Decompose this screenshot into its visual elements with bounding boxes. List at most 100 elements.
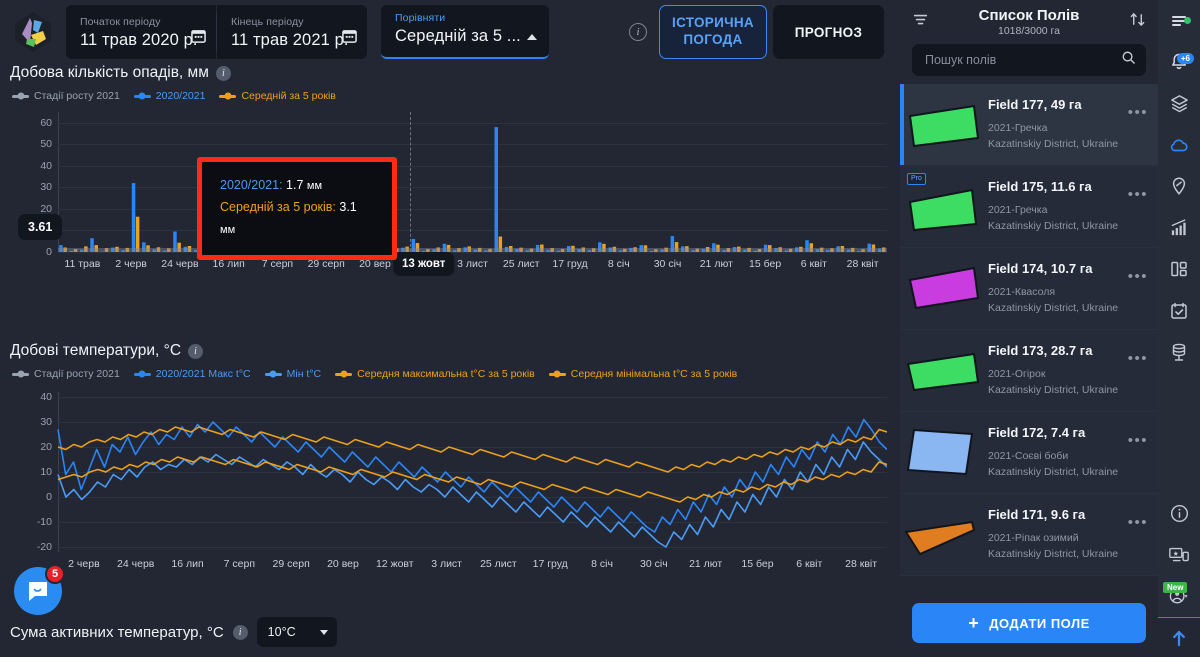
layers-icon[interactable] <box>1158 83 1200 124</box>
compare-value-row: Середній за 5 ... <box>395 27 537 46</box>
forecast-tab[interactable]: ПРОГНОЗ <box>773 5 884 59</box>
field-list-item[interactable]: Field 177, 49 га 2021-Гречка Kazatinskiy D… <box>900 84 1158 166</box>
field-list-item[interactable]: Field 171, 9.6 га 2021-Ріпак озимий Kazati… <box>900 494 1158 576</box>
gridline <box>58 208 887 210</box>
x-axis-tick: 12 жовт <box>375 558 414 570</box>
x-axis-tick: 15 бер <box>741 558 774 570</box>
precipitation-bars <box>58 127 887 252</box>
field-list-item[interactable]: Field 174, 10.7 га 2021-Квасоля Kazatinski… <box>900 248 1158 330</box>
gridline <box>58 144 887 146</box>
field-info: Field 177, 49 га 2021-Гречка Kazatinskiy D… <box>988 97 1124 151</box>
top-toolbar: Початок періоду 11 трав 2020 р. Кінець п… <box>0 0 900 64</box>
cloud-icon[interactable] <box>1158 124 1200 165</box>
bell-icon[interactable]: +6 <box>1158 41 1200 82</box>
top-actions: i ІСТОРИЧНА ПОГОДА ПРОГНОЗ <box>629 5 890 59</box>
precipitation-title: Добова кількість опадів, мм <box>10 64 209 81</box>
y-axis-tick: 0 <box>46 246 52 258</box>
legend-item[interactable]: Мін t°C <box>264 368 321 380</box>
dashboard-icon[interactable] <box>1158 249 1200 290</box>
start-date-field[interactable]: Початок періоду 11 трав 2020 р. <box>66 5 216 59</box>
info-icon[interactable]: i <box>188 343 204 359</box>
field-list-item[interactable]: Field 173, 28.7 га 2021-Огірок Kazatinskiy… <box>900 330 1158 412</box>
precipitation-chart[interactable]: 6050403020100 3.61 2020/2021: 1.7 мм Сер… <box>10 112 887 260</box>
bar-chart-icon[interactable] <box>1158 207 1200 248</box>
compare-select[interactable]: Порівняти Середній за 5 ... <box>381 5 549 59</box>
tooltip-body: 2020/2021: 1.7 мм Середній за 5 років: 3… <box>202 162 392 255</box>
start-date-value: 11 трав 2020 р. <box>80 30 198 49</box>
add-field-button[interactable]: + ДОДАТИ ПОЛЕ <box>912 603 1146 643</box>
active-temp-sum-title: Сума активних температур, °C <box>10 623 224 641</box>
gridline <box>58 397 887 398</box>
chat-unread-badge: 5 <box>45 564 65 584</box>
info-icon[interactable]: i <box>629 23 647 41</box>
fields-search-box[interactable] <box>912 44 1146 76</box>
calendar-icon[interactable] <box>191 28 206 48</box>
devices-icon[interactable] <box>1158 534 1200 575</box>
threshold-select[interactable]: 10°C <box>256 617 337 647</box>
fields-list[interactable]: Field 177, 49 га 2021-Гречка Kazatinskiy D… <box>900 84 1158 593</box>
new-badge: New <box>1163 581 1188 593</box>
chevron-up-icon[interactable] <box>526 33 537 40</box>
field-more-button[interactable]: ••• <box>1127 268 1148 285</box>
active-temperature-sum-row: Сума активних температур, °C i 10°C <box>10 617 337 647</box>
compare-label: Порівняти <box>395 12 446 24</box>
temperature-chart[interactable]: 40 30 20 10 0 -10 -20 <box>10 391 887 553</box>
x-axis-tick: 8 січ <box>591 558 613 570</box>
fields-panel: Список Полів 1018/3000 га Field 177, 49 … <box>900 0 1158 657</box>
chat-widget-button[interactable]: 5 <box>14 564 65 615</box>
legend-item[interactable]: Середня мінімальна t°C за 5 років <box>548 368 737 380</box>
legend-item[interactable]: 2020/2021 <box>133 90 205 102</box>
info-icon[interactable]: i <box>215 65 231 81</box>
legend-item[interactable]: Середня максимальна t°C за 5 років <box>335 368 535 380</box>
field-crop: 2021-Соєві боби <box>988 450 1069 463</box>
sort-icon[interactable] <box>1129 11 1146 33</box>
scroll-to-top-button[interactable] <box>1158 617 1200 657</box>
precipitation-value-badge: 3.61 <box>18 214 63 240</box>
search-input[interactable] <box>925 53 1115 67</box>
field-thumbnail <box>900 340 984 402</box>
field-more-button[interactable]: ••• <box>1127 104 1148 121</box>
y-axis-tick: 0 <box>46 491 52 503</box>
info-circle-icon[interactable] <box>1158 493 1200 534</box>
field-more-button[interactable]: ••• <box>1127 350 1148 367</box>
legend-item[interactable]: Стадії росту 2021 <box>12 368 120 380</box>
account-icon[interactable]: New <box>1158 576 1200 617</box>
tooltip-key: Середній за 5 років: <box>220 199 336 214</box>
field-list-item[interactable]: Pro Field 175, 11.6 га 2021-Гречка Kazatins… <box>900 166 1158 248</box>
field-list-item[interactable]: Field 172, 7.4 га 2021-Соєві боби Kazatins… <box>900 412 1158 494</box>
field-more-button[interactable]: ••• <box>1127 432 1148 449</box>
database-icon[interactable] <box>1158 331 1200 372</box>
field-meta: 2021-Гречка Kazatinskiy District, Ukraine <box>988 121 1124 151</box>
legend-marker-icon <box>264 372 282 376</box>
search-icon[interactable] <box>1121 50 1136 70</box>
location-pin-icon[interactable] <box>1158 166 1200 207</box>
field-info: Field 173, 28.7 га 2021-Огірок Kazatinskiy… <box>988 343 1124 397</box>
end-date-field[interactable]: Кінець періоду 11 трав 2021 р. <box>217 5 367 59</box>
gridline <box>58 165 887 167</box>
filter-icon[interactable] <box>912 11 929 33</box>
chevron-down-icon[interactable] <box>319 629 328 635</box>
precipitation-tooltip: 2020/2021: 1.7 мм Середній за 5 років: 3… <box>197 157 397 260</box>
x-axis-tick: 16 лип <box>212 258 245 270</box>
field-more-button[interactable]: ••• <box>1127 186 1148 203</box>
y-axis-tick: -10 <box>36 516 52 528</box>
x-axis-tick: 28 квіт <box>846 258 879 270</box>
pro-badge: Pro <box>907 172 926 185</box>
gridline <box>58 547 887 548</box>
field-name: Field 171, 9.6 га <box>988 507 1086 523</box>
y-axis-tick: 10 <box>40 466 52 478</box>
info-icon[interactable]: i <box>232 624 248 640</box>
calendar-check-icon[interactable] <box>1158 290 1200 331</box>
precipitation-section: Добова кількість опадів, мм i Стадії рос… <box>0 64 900 280</box>
legend-item[interactable]: Середній за 5 років <box>219 90 336 102</box>
calendar-icon[interactable] <box>342 28 357 48</box>
legend-item[interactable]: Стадії росту 2021 <box>12 90 120 102</box>
legend-item[interactable]: 2020/2021 Макс t°C <box>133 368 251 380</box>
menu-icon[interactable] <box>1158 0 1200 41</box>
x-axis-tick: 24 черв <box>117 558 155 570</box>
app-logo-icon[interactable] <box>10 9 56 55</box>
x-axis-tick: 29 серп <box>307 258 345 270</box>
field-name: Field 174, 10.7 га <box>988 261 1093 277</box>
field-more-button[interactable]: ••• <box>1127 514 1148 531</box>
historical-weather-tab[interactable]: ІСТОРИЧНА ПОГОДА <box>659 5 767 59</box>
